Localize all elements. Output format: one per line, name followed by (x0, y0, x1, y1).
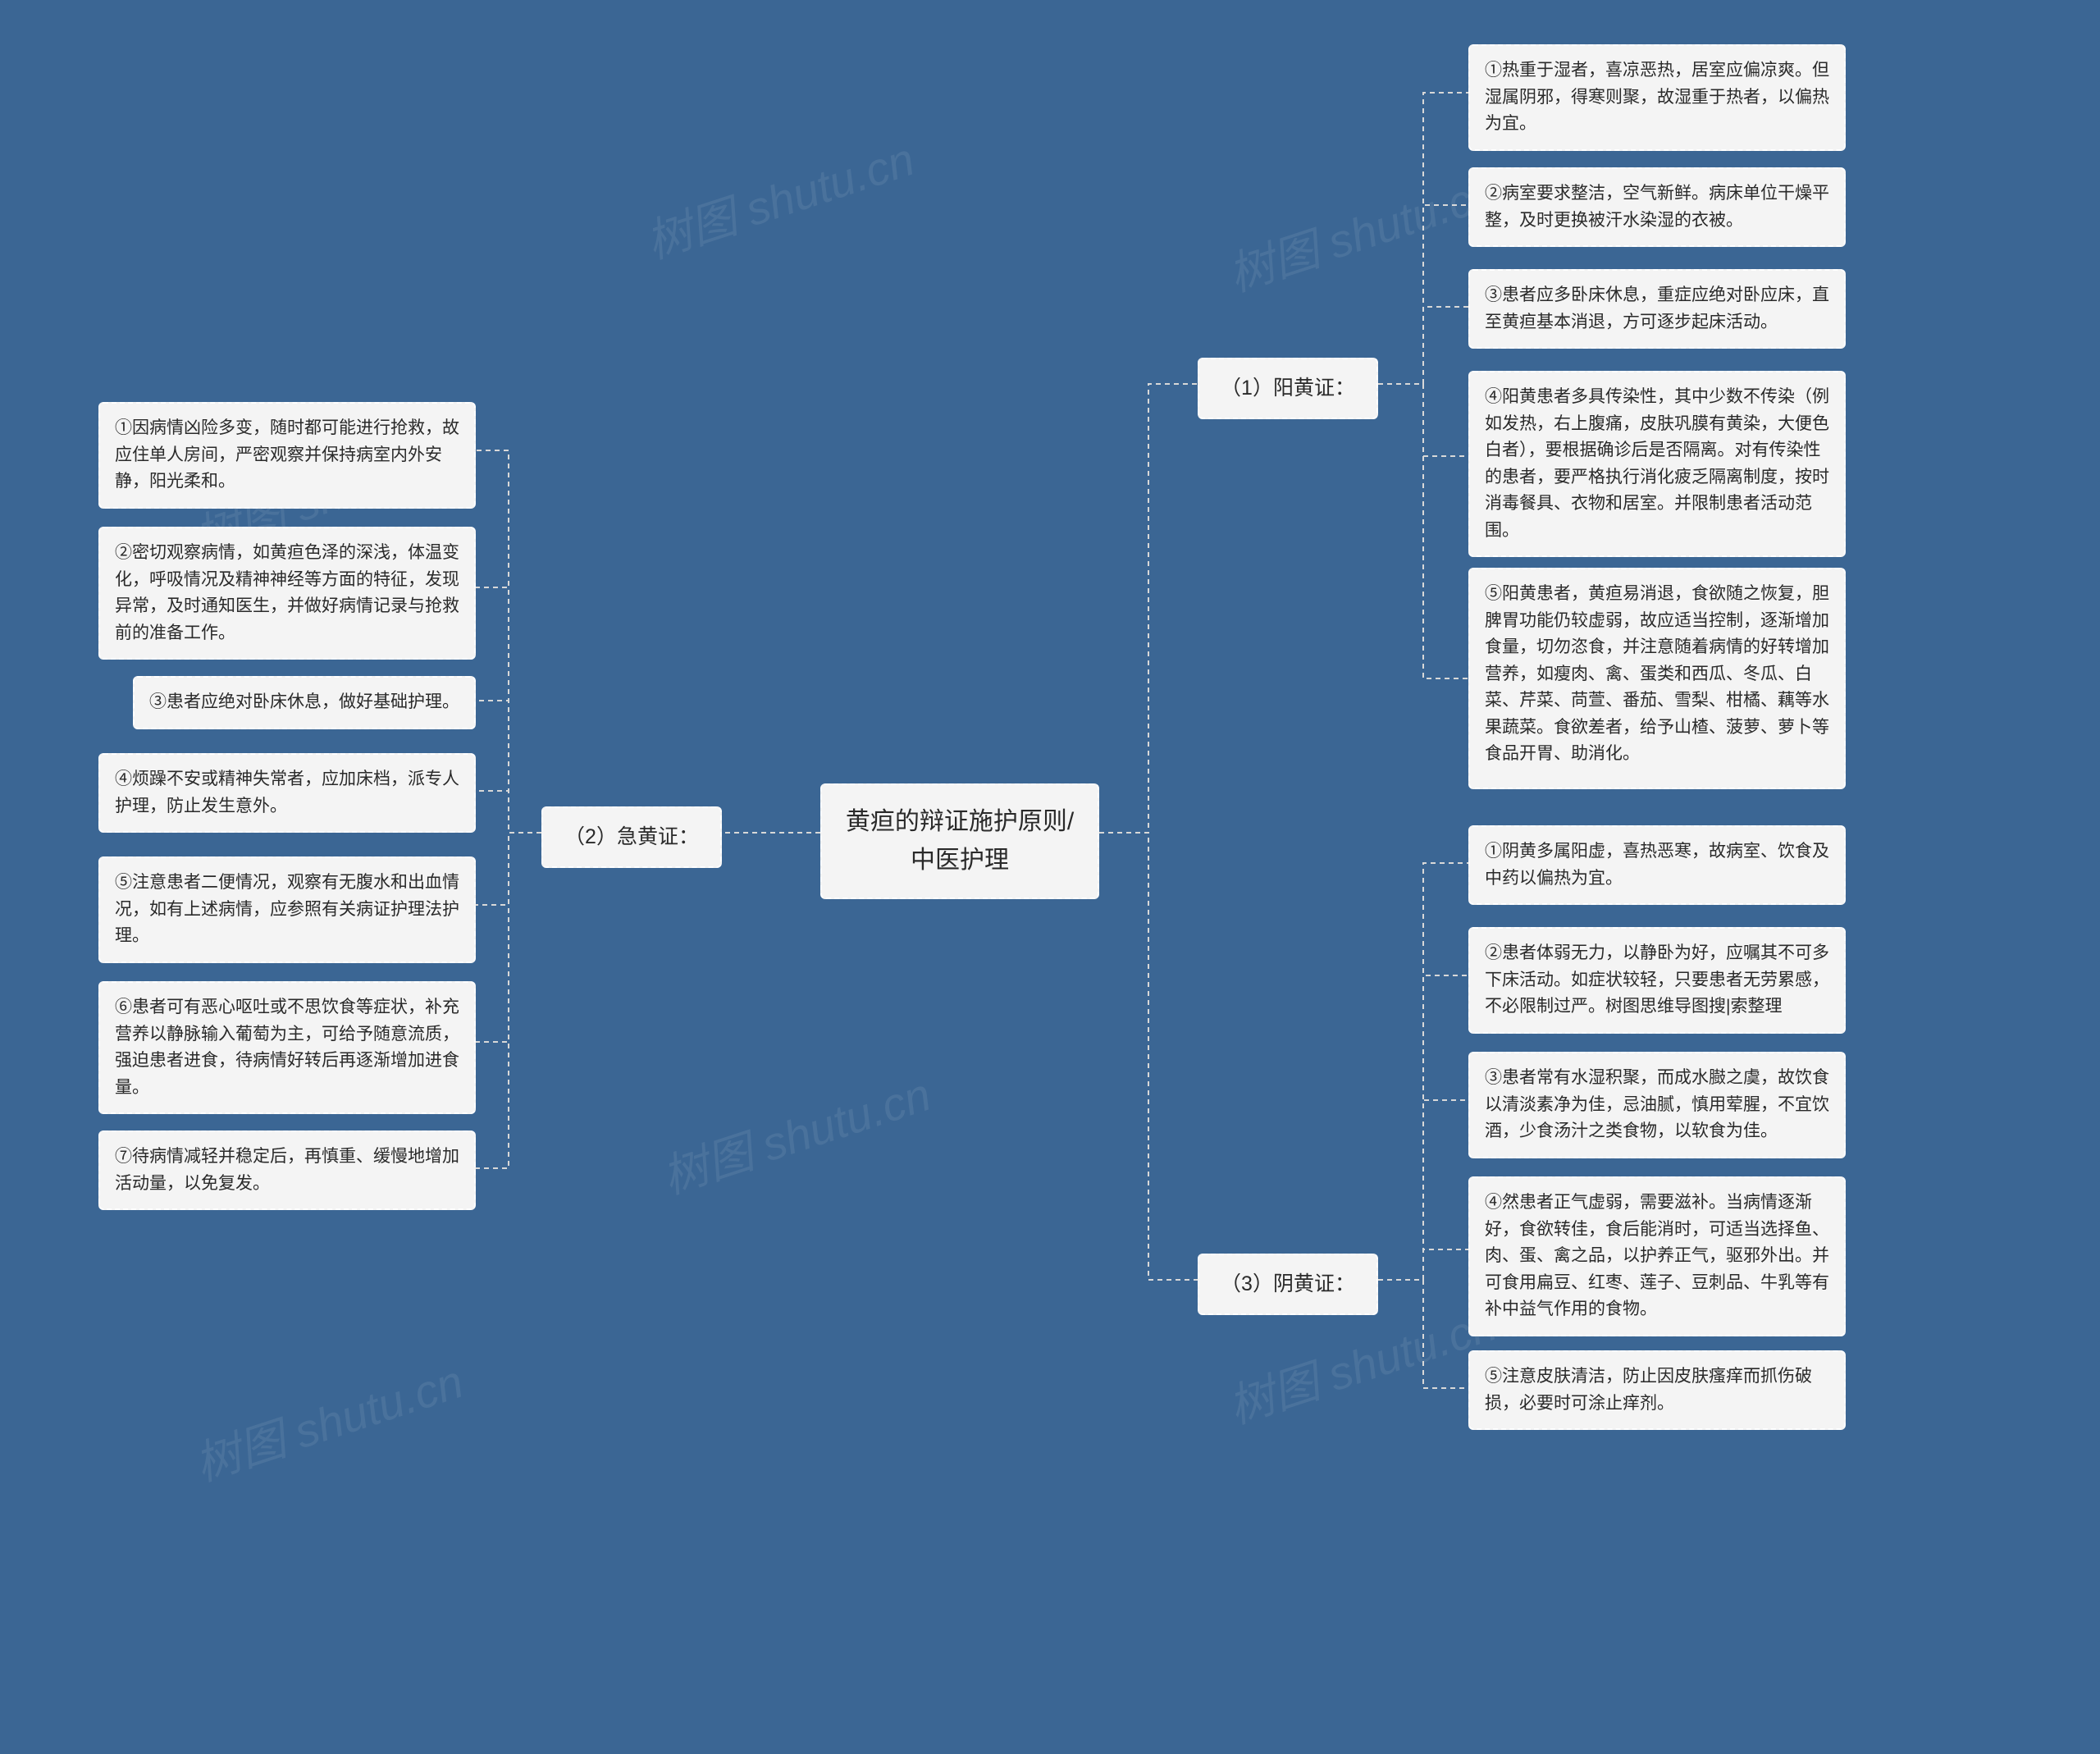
watermark-2: 树图 shutu.cn (185, 1345, 471, 1495)
watermark-1: 树图 shutu.cn (637, 123, 922, 272)
leaf-b2-1: ②密切观察病情，如黄疸色泽的深浅，体温变化，呼吸情况及精神神经等方面的特征，发现… (98, 527, 476, 660)
leaf-b3-1: ②患者体弱无力，以静卧为好，应嘱其不可多下床活动。如症状较轻，只要患者无劳累感，… (1468, 927, 1846, 1034)
leaf-b1-2: ③患者应多卧床休息，重症应绝对卧应床，直至黄疸基本消退，方可逐步起床活动。 (1468, 269, 1846, 349)
leaf-b3-2: ③患者常有水湿积聚，而成水臌之虞，故饮食以清淡素净为佳，忌油腻，慎用荤腥，不宜饮… (1468, 1052, 1846, 1158)
watermark-4: 树图 shutu.cn (1219, 156, 1504, 305)
leaf-b2-3: ④烦躁不安或精神失常者，应加床档，派专人护理，防止发生意外。 (98, 753, 476, 833)
leaf-b2-6: ⑦待病情减轻并稳定后，再慎重、缓慢地增加活动量，以免复发。 (98, 1131, 476, 1210)
branch-b1: （1）阳黄证： (1198, 358, 1378, 419)
leaf-b2-5: ⑥患者可有恶心呕吐或不思饮食等症状，补充营养以静脉输入葡萄为主，可给予随意流质，… (98, 981, 476, 1114)
leaf-b1-0: ①热重于湿者，喜凉恶热，居室应偏凉爽。但湿属阴邪，得寒则聚，故湿重于热者，以偏热… (1468, 44, 1846, 151)
leaf-b1-1: ②病室要求整洁，空气新鲜。病床单位干燥平整，及时更换被汗水染湿的衣被。 (1468, 167, 1846, 247)
branch-b2: （2）急黄证： (541, 806, 722, 868)
leaf-b2-0: ①因病情凶险多变，随时都可能进行抢救，故应住单人房间，严密观察并保持病室内外安静… (98, 402, 476, 509)
leaf-b1-3: ④阳黄患者多具传染性，其中少数不传染（例如发热，右上腹痛，皮肤巩膜有黄染，大便色… (1468, 371, 1846, 557)
leaf-b3-3: ④然患者正气虚弱，需要滋补。当病情逐渐好，食欲转佳，食后能消时，可适当选择鱼、肉… (1468, 1176, 1846, 1336)
leaf-b3-0: ①阴黄多属阳虚，喜热恶寒，故病室、饮食及中药以偏热为宜。 (1468, 825, 1846, 905)
branch-b3: （3）阴黄证： (1198, 1254, 1378, 1315)
root-node: 黄疸的辩证施护原则/中医护理 (820, 783, 1099, 899)
leaf-b1-4: ⑤阳黄患者，黄疸易消退，食欲随之恢复，胆脾胃功能仍较虚弱，故应适当控制，逐渐增加… (1468, 568, 1846, 789)
leaf-b3-4: ⑤注意皮肤清洁，防止因皮肤瘙痒而抓伤破损，必要时可涂止痒剂。 (1468, 1350, 1846, 1430)
leaf-b2-2: ③患者应绝对卧床休息，做好基础护理。 (133, 676, 476, 729)
watermark-3: 树图 shutu.cn (653, 1058, 938, 1208)
leaf-b2-4: ⑤注意患者二便情况，观察有无腹水和出血情况，如有上述病情，应参照有关病证护理法护… (98, 856, 476, 963)
